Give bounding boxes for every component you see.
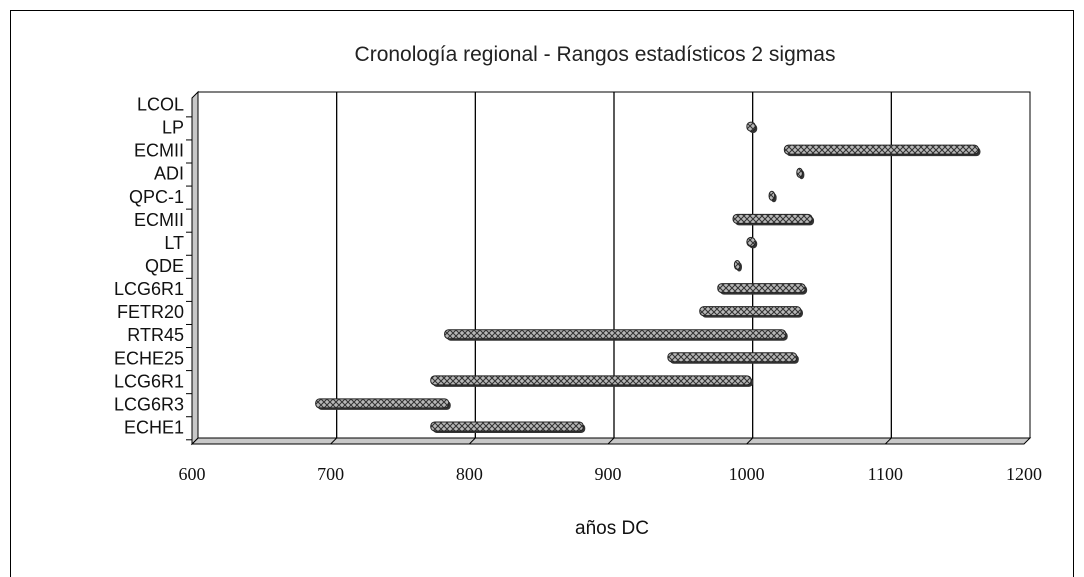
range-bar bbox=[667, 352, 798, 363]
range-bar bbox=[733, 260, 741, 270]
y-category-label: QPC-1 bbox=[129, 187, 184, 207]
floor-gridline bbox=[884, 437, 892, 445]
range-bar bbox=[783, 144, 979, 155]
chart-title: Cronología regional - Rangos estadístico… bbox=[355, 43, 836, 66]
plot-left-wall bbox=[191, 90, 199, 446]
y-category-label: ECHE1 bbox=[124, 417, 184, 437]
y-category-label: FETR20 bbox=[117, 302, 184, 322]
x-tick-label: 600 bbox=[179, 464, 206, 484]
floor-gridline bbox=[607, 437, 615, 445]
y-category-label: ECMII bbox=[134, 141, 184, 161]
x-tick-label: 1000 bbox=[729, 464, 765, 484]
y-category-label: RTR45 bbox=[127, 325, 184, 345]
floor-gridline bbox=[330, 437, 338, 445]
range-bar bbox=[430, 421, 584, 432]
range-bar bbox=[717, 283, 806, 294]
y-category-label: ADI bbox=[154, 164, 184, 184]
range-bar bbox=[699, 306, 802, 317]
y-category-label: LT bbox=[164, 233, 184, 253]
range-bar bbox=[430, 375, 752, 386]
x-tick-label: 1100 bbox=[868, 464, 903, 484]
y-category-label: LCG6R3 bbox=[114, 394, 184, 414]
y-category-label: LCG6R1 bbox=[114, 371, 184, 391]
plot-area: 600 700 800 900 1000 1100 1200 LCOL LP ECMII ADI QP… bbox=[114, 90, 1042, 484]
x-axis-title: años DC bbox=[575, 518, 649, 539]
x-tick-label: 700 bbox=[317, 464, 344, 484]
range-bar bbox=[444, 329, 787, 340]
y-category-label: ECMII bbox=[134, 210, 184, 230]
x-tick-label: 800 bbox=[456, 464, 483, 484]
x-tick-label: 1200 bbox=[1006, 464, 1042, 484]
x-tick-label: 900 bbox=[595, 464, 622, 484]
floor-gridline bbox=[468, 437, 476, 445]
y-category-label: LP bbox=[162, 118, 184, 138]
range-bar bbox=[732, 213, 813, 224]
range-bar bbox=[768, 190, 776, 201]
range-bar bbox=[796, 167, 803, 178]
range-bar bbox=[746, 121, 756, 132]
floor-gridline bbox=[746, 437, 754, 445]
range-bar bbox=[315, 398, 450, 409]
y-category-label: LCG6R1 bbox=[114, 279, 184, 299]
y-category-label: ECHE25 bbox=[114, 348, 184, 368]
y-category-label: LCOL bbox=[137, 95, 184, 115]
y-category-label: QDE bbox=[145, 256, 184, 276]
range-bar bbox=[746, 236, 756, 247]
chart-frame bbox=[10, 10, 1074, 577]
